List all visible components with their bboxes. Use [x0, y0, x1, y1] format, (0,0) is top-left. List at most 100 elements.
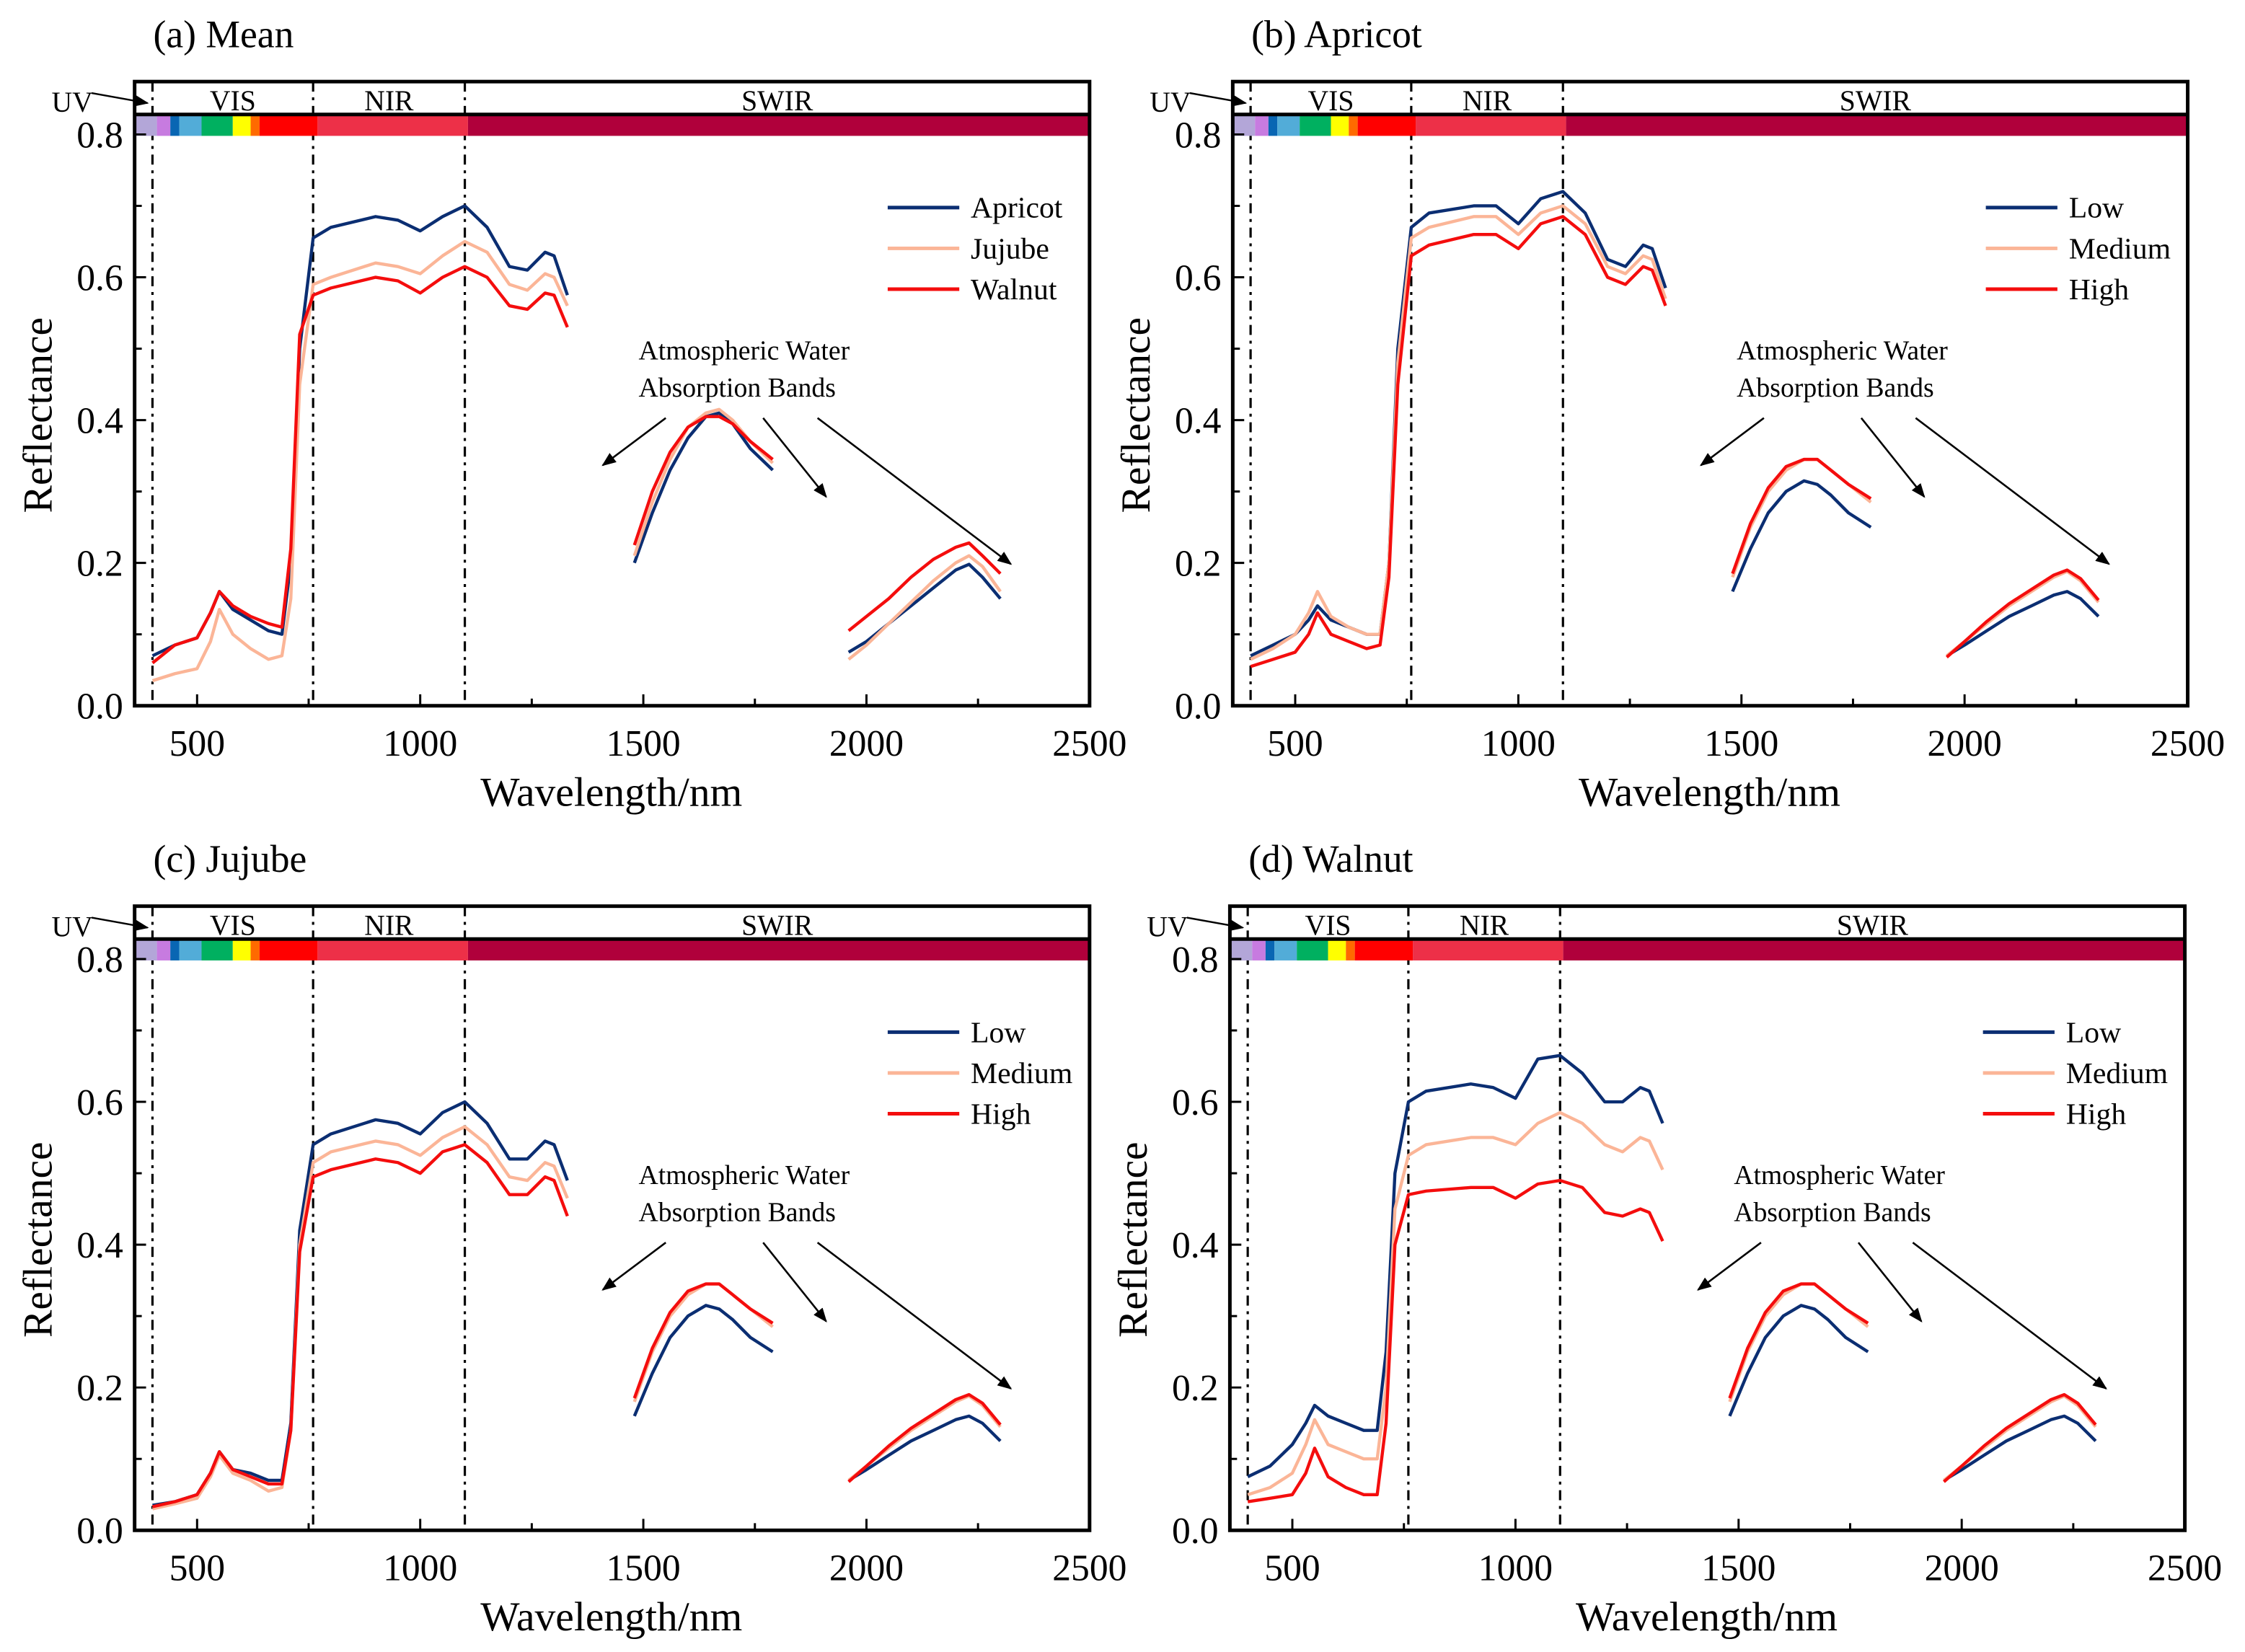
- uv-label: UV: [1147, 911, 1188, 942]
- series-line-high-segment-1: [1247, 1178, 1664, 1503]
- legend-label: Low: [2069, 192, 2124, 225]
- annotation-arrow: [1857, 1242, 1923, 1322]
- annotation-arrow: [816, 1242, 1013, 1390]
- spectrum-band: [1277, 114, 1300, 136]
- series-line-low-segment-3: [847, 1414, 1002, 1482]
- region-label: NIR: [1463, 85, 1512, 117]
- series-line-low-segment-3: [1943, 1414, 2097, 1482]
- y-tick-label: 0.8: [1172, 940, 1219, 981]
- region-label: VIS: [1308, 85, 1354, 117]
- x-tick-label: 500: [1267, 723, 1323, 764]
- spectrum-band: [170, 114, 180, 136]
- uv-label: UV: [1150, 87, 1191, 118]
- uv-arrow: [91, 916, 149, 932]
- x-tick-label: 1500: [1704, 723, 1778, 764]
- annotation-arrow: [601, 1242, 666, 1291]
- x-tick-label: 1000: [383, 723, 457, 764]
- x-axis-label: Wavelength/nm: [480, 1594, 742, 1640]
- annotation-arrow: [816, 417, 1013, 565]
- spectrum-band: [1255, 114, 1269, 136]
- spectrum-band: [1346, 939, 1355, 960]
- x-tick-label: 2000: [1928, 723, 2002, 764]
- spectrum-band: [317, 114, 468, 136]
- series-line-medium-segment-1: [1250, 204, 1667, 661]
- region-label: NIR: [1460, 909, 1509, 941]
- plot-frame: [133, 904, 1092, 1532]
- y-tick-label: 0.0: [1175, 686, 1222, 728]
- x-tick-label: 500: [169, 723, 225, 764]
- annotation-arrow: [601, 417, 666, 467]
- spectrum-band: [1265, 939, 1275, 960]
- chart-panel-d: (d) Walnut VIS NIR SWIR UV Low Medium High Atmos…: [1111, 837, 2222, 1640]
- region-label: SWIR: [741, 85, 813, 117]
- y-tick-label: 0.4: [76, 1225, 123, 1266]
- spectrum-band: [201, 939, 233, 960]
- y-tick-label: 0.4: [76, 400, 123, 441]
- spectrum-band: [1297, 939, 1328, 960]
- series-line-high-segment-2: [1728, 1282, 1869, 1399]
- series-line-medium-segment-1: [152, 1125, 569, 1511]
- spectrum-band: [1331, 114, 1349, 136]
- region-label: VIS: [210, 85, 256, 117]
- spectrum-band: [1563, 939, 2185, 960]
- spectrum-band: [1566, 114, 2188, 136]
- uv-label: UV: [52, 87, 94, 118]
- series-line-high-segment-2: [1731, 457, 1872, 575]
- legend-label: Medium: [971, 1057, 1072, 1090]
- series-line-apricot-segment-3: [847, 562, 1002, 654]
- legend-label: Low: [2066, 1016, 2121, 1049]
- annotation-line-1: Atmospheric Water: [638, 335, 850, 366]
- y-tick-label: 0.2: [1172, 1368, 1219, 1409]
- y-axis-label: Reflectance: [16, 1141, 61, 1338]
- uv-arrow: [91, 92, 149, 107]
- spectrum-band: [232, 114, 251, 136]
- spectrum-band: [156, 939, 171, 960]
- series-line-low-segment-1: [1250, 190, 1667, 658]
- y-axis-label: Reflectance: [1113, 317, 1159, 513]
- x-tick-label: 1000: [383, 1548, 457, 1589]
- y-tick-label: 0.0: [1172, 1511, 1219, 1552]
- uv-arrow: [1189, 92, 1248, 107]
- x-tick-label: 2500: [2148, 1548, 2222, 1589]
- spectrum-band: [1413, 939, 1563, 960]
- legend-label: High: [2066, 1097, 2127, 1131]
- y-tick-label: 0.6: [1175, 257, 1222, 299]
- panel-title: (b) Apricot: [1251, 13, 1422, 56]
- spectrum-band: [201, 114, 233, 136]
- series-line-jujube-segment-1: [151, 239, 569, 683]
- legend-label: Walnut: [971, 273, 1057, 306]
- x-tick-label: 1500: [606, 723, 680, 764]
- region-label: SWIR: [1837, 909, 1909, 941]
- series-line-walnut-segment-2: [632, 415, 774, 546]
- annotation-line-1: Atmospheric Water: [1734, 1160, 1945, 1191]
- annotation-arrow: [762, 417, 827, 498]
- legend-label: Medium: [2066, 1057, 2168, 1090]
- spectrum-band: [1274, 939, 1297, 960]
- y-tick-label: 0.0: [76, 686, 123, 728]
- series-line-low-segment-1: [1247, 1054, 1664, 1478]
- plot-frame: [133, 79, 1092, 708]
- spectrum-band: [1357, 114, 1416, 136]
- region-label: NIR: [364, 909, 414, 941]
- spectrum-band: [156, 114, 171, 136]
- x-tick-label: 2500: [2151, 723, 2225, 764]
- x-tick-label: 2000: [1925, 1548, 1999, 1589]
- legend-label: Medium: [2069, 232, 2171, 265]
- annotation-line-2: Absorption Bands: [638, 373, 835, 403]
- y-tick-label: 0.8: [1175, 115, 1222, 156]
- annotation-arrow: [1696, 1242, 1762, 1291]
- legend-label: High: [2069, 273, 2130, 306]
- x-tick-label: 500: [1264, 1548, 1320, 1589]
- spectrum-band: [1252, 939, 1266, 960]
- x-tick-label: 500: [169, 1548, 225, 1589]
- plot-frame: [1230, 79, 2190, 708]
- series-line-high-segment-1: [152, 1143, 569, 1509]
- y-tick-label: 0.2: [1175, 544, 1222, 585]
- y-tick-label: 0.6: [76, 257, 123, 299]
- x-axis-label: Wavelength/nm: [480, 770, 742, 816]
- annotation-arrow: [1912, 1242, 2107, 1390]
- spectrum-band: [250, 114, 260, 136]
- y-tick-label: 0.4: [1175, 400, 1222, 441]
- legend-label: High: [971, 1097, 1031, 1131]
- series-line-walnut-segment-3: [847, 541, 1002, 632]
